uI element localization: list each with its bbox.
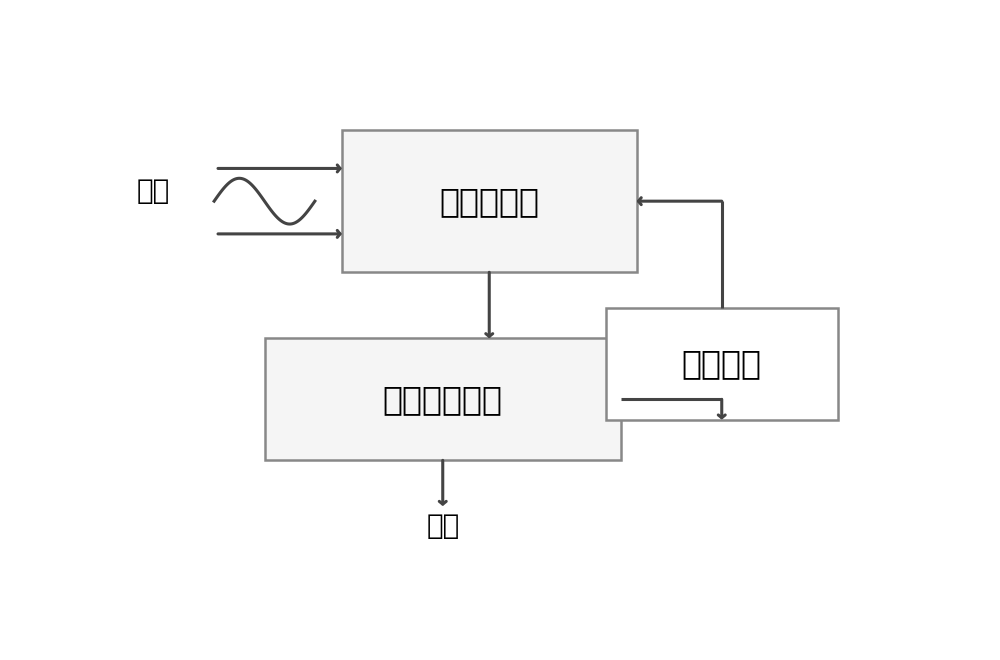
Text: 加速电路: 加速电路	[682, 347, 762, 380]
Text: 比较器电路: 比较器电路	[439, 185, 539, 218]
Bar	[342, 130, 637, 273]
Text: 输出: 输出	[426, 512, 459, 541]
Text: 逻辑输出电路: 逻辑输出电路	[383, 383, 503, 416]
Bar	[606, 308, 838, 420]
Text: 输入: 输入	[137, 177, 170, 205]
Bar	[264, 339, 621, 461]
